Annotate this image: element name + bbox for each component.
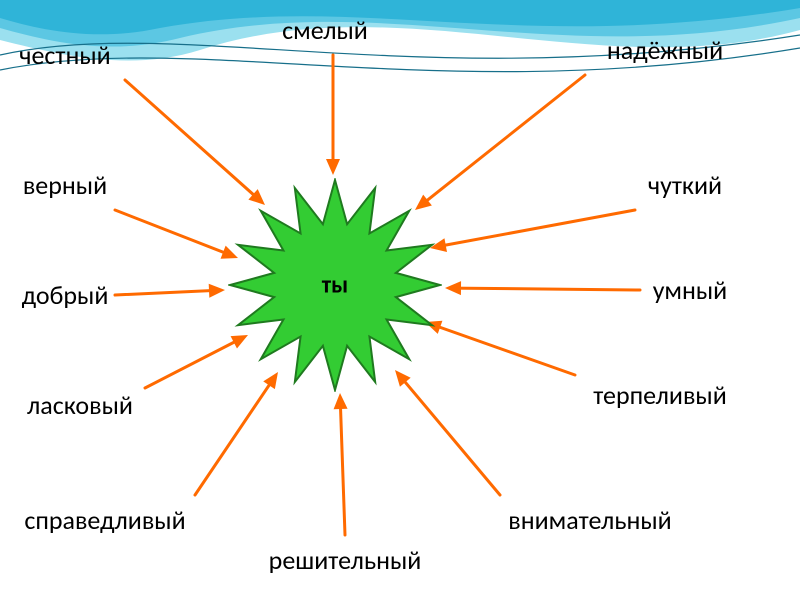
- arrow-line: [399, 375, 500, 495]
- diagram-canvas: ты честный смелый надёжный верный чуткий добр…: [0, 0, 800, 600]
- trait-word: решительный: [269, 544, 422, 576]
- arrow-line: [195, 378, 274, 495]
- trait-word: терпеливый: [593, 379, 727, 411]
- trait-word: ласковый: [27, 389, 133, 421]
- trait-word: умный: [653, 274, 727, 306]
- trait-word: верный: [23, 169, 107, 201]
- trait-word: добрый: [22, 279, 109, 311]
- arrow-line: [431, 324, 575, 375]
- trait-word: чуткий: [648, 169, 722, 201]
- arrow-head: [334, 393, 348, 409]
- trait-word: честный: [19, 39, 110, 71]
- arrow-line: [115, 290, 218, 295]
- arrow-line: [340, 400, 345, 535]
- trait-word: внимательный: [508, 504, 671, 536]
- trait-word: справедливый: [24, 504, 185, 536]
- arrow-head: [326, 159, 340, 175]
- center-word: ты: [322, 271, 348, 300]
- arrow-line: [420, 75, 585, 206]
- arrow-head: [445, 281, 461, 295]
- trait-word: надёжный: [607, 34, 723, 66]
- arrow-line: [437, 210, 635, 247]
- arrow-line: [115, 210, 232, 256]
- arrow-head: [209, 284, 225, 298]
- trait-word: смелый: [282, 14, 368, 46]
- arrow-line: [452, 288, 640, 290]
